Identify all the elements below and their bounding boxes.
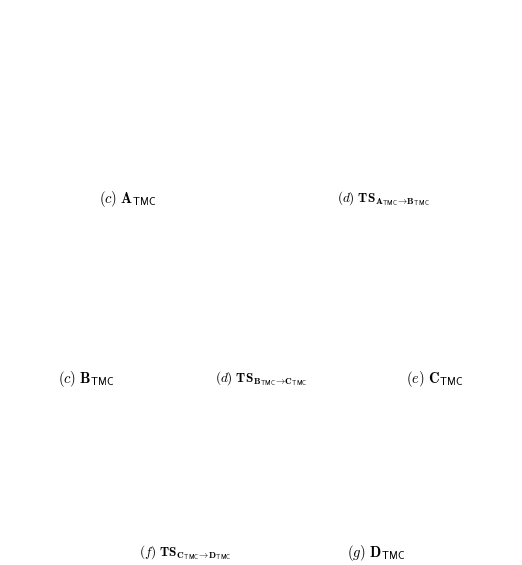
Text: $(c)\ \mathbf{B}_{\mathsf{TMC}}$: $(c)\ \mathbf{B}_{\mathsf{TMC}}$: [58, 368, 114, 389]
Text: $(c)\ \mathbf{A}_{\mathsf{TMC}}$: $(c)\ \mathbf{A}_{\mathsf{TMC}}$: [99, 189, 157, 209]
Text: $(d)\ \mathbf{TS}_{\mathbf{B}_{\mathsf{TMC}}\!\rightarrow\!\mathbf{C}_{\mathsf{T: $(d)\ \mathbf{TS}_{\mathbf{B}_{\mathsf{T…: [215, 370, 307, 388]
Text: $(e)\ \mathbf{C}_{\mathsf{TMC}}$: $(e)\ \mathbf{C}_{\mathsf{TMC}}$: [406, 368, 464, 389]
Text: $(g)\ \mathbf{D}_{\mathsf{TMC}}$: $(g)\ \mathbf{D}_{\mathsf{TMC}}$: [347, 542, 405, 563]
Text: $(f)\ \mathbf{TS}_{\mathbf{C}_{\mathsf{TMC}}\!\rightarrow\!\mathbf{D}_{\mathsf{T: $(f)\ \mathbf{TS}_{\mathbf{C}_{\mathsf{T…: [139, 544, 232, 562]
Text: $(d)\ \mathbf{TS}_{\mathbf{A}_{\mathsf{TMC}}\!\rightarrow\!\mathbf{B}_{\mathsf{T: $(d)\ \mathbf{TS}_{\mathbf{A}_{\mathsf{T…: [337, 190, 430, 208]
